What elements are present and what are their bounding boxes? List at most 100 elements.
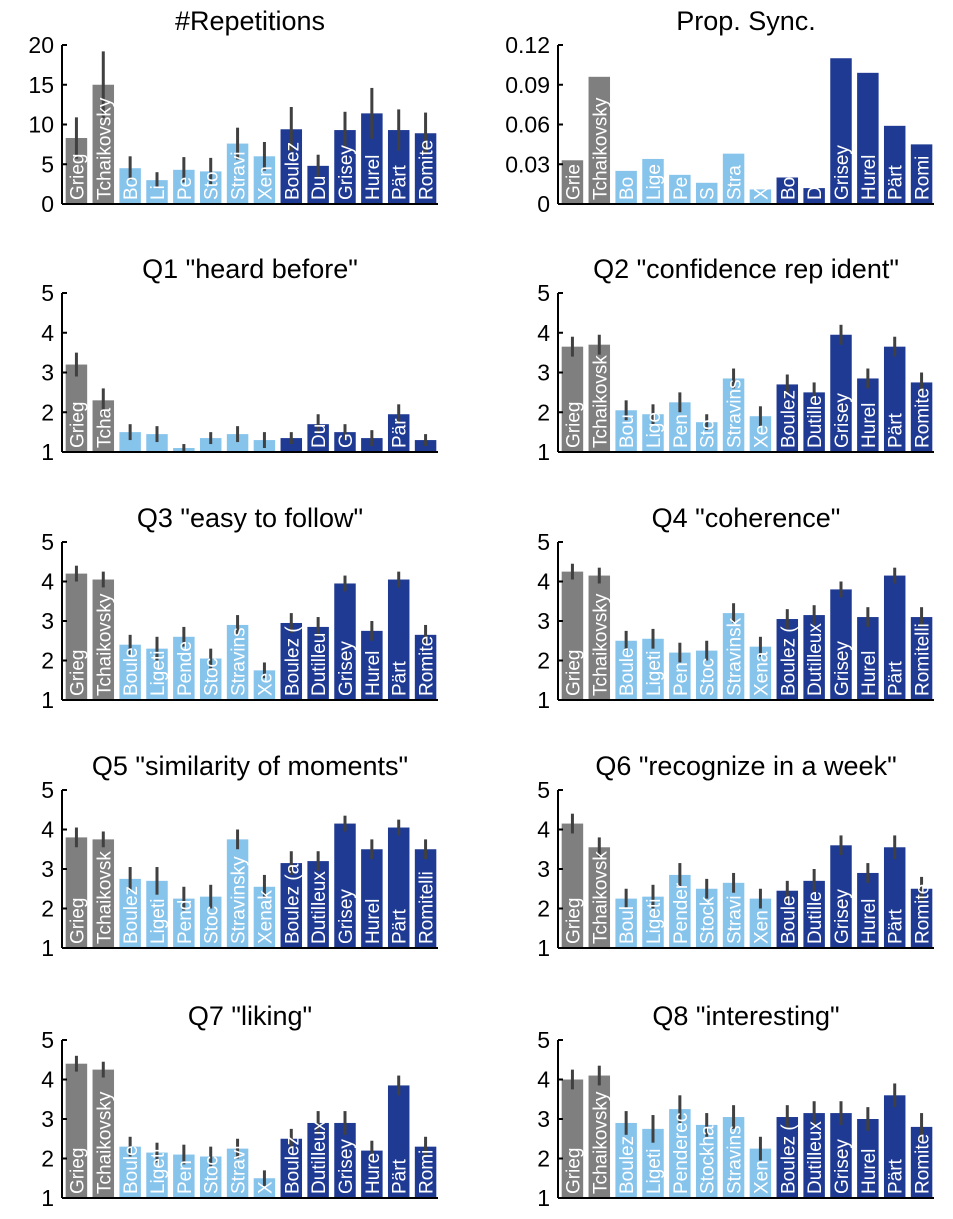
bar-label: Stoc — [698, 658, 719, 696]
bar-label: Grisey — [336, 145, 357, 200]
bar-boulez — [280, 622, 303, 700]
y-tick-label: 3 — [41, 1106, 54, 1132]
y-tick-label: 2 — [41, 896, 54, 922]
y-tick-label: 5 — [41, 280, 54, 306]
bar-stravinsky — [722, 882, 745, 948]
bar-hurel — [857, 617, 879, 700]
bar-penderecki — [173, 636, 195, 700]
bar-stravinsky — [226, 434, 249, 452]
bar-label: Ligeti — [644, 651, 665, 696]
bar-label: Pärt — [886, 908, 907, 944]
panel-4: Q2 "confidence rep ident" Grieg Tchaikovsk… — [537, 254, 934, 465]
bar-label: Hurel — [363, 899, 384, 944]
bar-label: Xe — [255, 673, 276, 696]
y-tick-label: 5 — [537, 1027, 550, 1053]
bar-label: Bo — [121, 177, 142, 200]
y-tick-label: 3 — [537, 856, 550, 882]
bar-label: Lige — [644, 412, 665, 448]
panel-title: Q6 "recognize in a week" — [595, 751, 896, 781]
bar-hurel — [857, 72, 879, 204]
bar-boulez — [119, 168, 141, 204]
bar-romitelli — [414, 634, 437, 700]
bar-stravinsky — [722, 613, 745, 700]
bar-label: Romi — [913, 156, 934, 200]
y-tick-label: 5 — [537, 280, 550, 306]
bar-boulez — [776, 177, 799, 204]
bar-stravinsky — [226, 1148, 249, 1198]
bar-label: Hure — [363, 1153, 384, 1194]
bar-label: Romi — [417, 1150, 438, 1194]
bar-label: Boule — [617, 647, 638, 696]
y-tick-label: 1 — [41, 1185, 54, 1211]
panel-title: #Repetitions — [175, 6, 325, 36]
bar-label: Grisey — [832, 145, 853, 200]
bar-ligeti — [146, 1152, 168, 1198]
bar-label: Dutilleu — [309, 633, 330, 696]
panel-title: Prop. Sync. — [676, 6, 816, 36]
y-tick-label: 5 — [41, 1027, 54, 1053]
bar-label: Sto — [202, 171, 223, 200]
y-tick-label: 0 — [537, 191, 550, 217]
bar-label: Grieg — [67, 650, 88, 696]
bar-label: Romite — [913, 884, 934, 944]
panel-7: Q5 "similarity of moments" Grieg Tchaikovs… — [41, 751, 438, 961]
bar-hurel — [857, 378, 879, 452]
bar-dutilleux — [803, 880, 825, 948]
bar-label: Dutilleux — [309, 871, 330, 944]
bar-stockhausen — [695, 182, 718, 204]
y-tick-label: 0.09 — [505, 72, 550, 98]
bar-pärt — [883, 125, 906, 204]
bar-label: Dutille — [805, 891, 826, 944]
bar-label: Grieg — [563, 650, 584, 696]
bar-label: Grisey — [832, 1139, 853, 1194]
bar-grisey — [830, 589, 852, 700]
y-tick-label: 0.06 — [505, 112, 550, 138]
bar-grieg — [65, 1063, 88, 1198]
panel-title: Q4 "coherence" — [652, 503, 841, 533]
bar-grisey — [830, 1113, 852, 1198]
bar-grisey — [334, 583, 356, 700]
y-tick-label: 1 — [41, 687, 54, 713]
bar-stravinsky — [722, 1117, 745, 1198]
y-tick-label: 2 — [537, 399, 550, 425]
bar-label: Stoc — [202, 1156, 223, 1194]
bar-label: Pärt — [886, 1158, 907, 1194]
bar-label: Tchaikovsk — [94, 851, 115, 944]
bar-label: Penderec — [671, 1113, 692, 1194]
bar-label: Tchaikovsk — [590, 851, 611, 944]
bar-label: Ligeti — [148, 1149, 169, 1194]
bar-label: Hurel — [859, 651, 880, 696]
bar-label: Romitelli — [417, 871, 438, 944]
y-tick-label: 3 — [537, 1106, 550, 1132]
bar-ligeti — [146, 648, 168, 700]
bar-xenakis — [749, 646, 772, 700]
y-tick-label: 4 — [537, 1067, 550, 1093]
bar-label: Hurel — [363, 155, 384, 200]
y-tick-label: 3 — [41, 856, 54, 882]
bar-penderecki — [669, 402, 691, 452]
y-tick-label: 1 — [537, 935, 550, 961]
bar-romitelli — [910, 1126, 933, 1198]
y-tick-label: 2 — [41, 1146, 54, 1172]
y-tick-label: 5 — [41, 529, 54, 555]
bar-label: Stravi — [229, 151, 250, 200]
bar-boulez — [280, 1138, 303, 1198]
bar-ligeti — [642, 638, 664, 700]
panel-title: Q3 "easy to follow" — [137, 503, 363, 533]
bar-boulez — [615, 640, 637, 700]
bar-label: Boule — [778, 895, 799, 944]
bar-boulez — [615, 410, 637, 452]
y-tick-label: 2 — [537, 1146, 550, 1172]
bar-label: Pende — [175, 641, 196, 696]
panel-5: Q3 "easy to follow" Grieg Tchaikovsky Boule… — [41, 503, 438, 713]
y-tick-label: 4 — [537, 569, 550, 595]
bar-label: Pärt — [886, 412, 907, 448]
bar-boulez — [776, 890, 799, 948]
bar-label: Boulez — [282, 142, 303, 200]
bar-label: Stravinsky — [229, 856, 250, 944]
bar-dutilleux — [307, 165, 329, 204]
bar-boulez — [280, 438, 303, 452]
bar-label: Dutille — [805, 395, 826, 448]
bar-ligeti — [642, 158, 664, 204]
bar-tchaikovsky — [92, 84, 115, 204]
